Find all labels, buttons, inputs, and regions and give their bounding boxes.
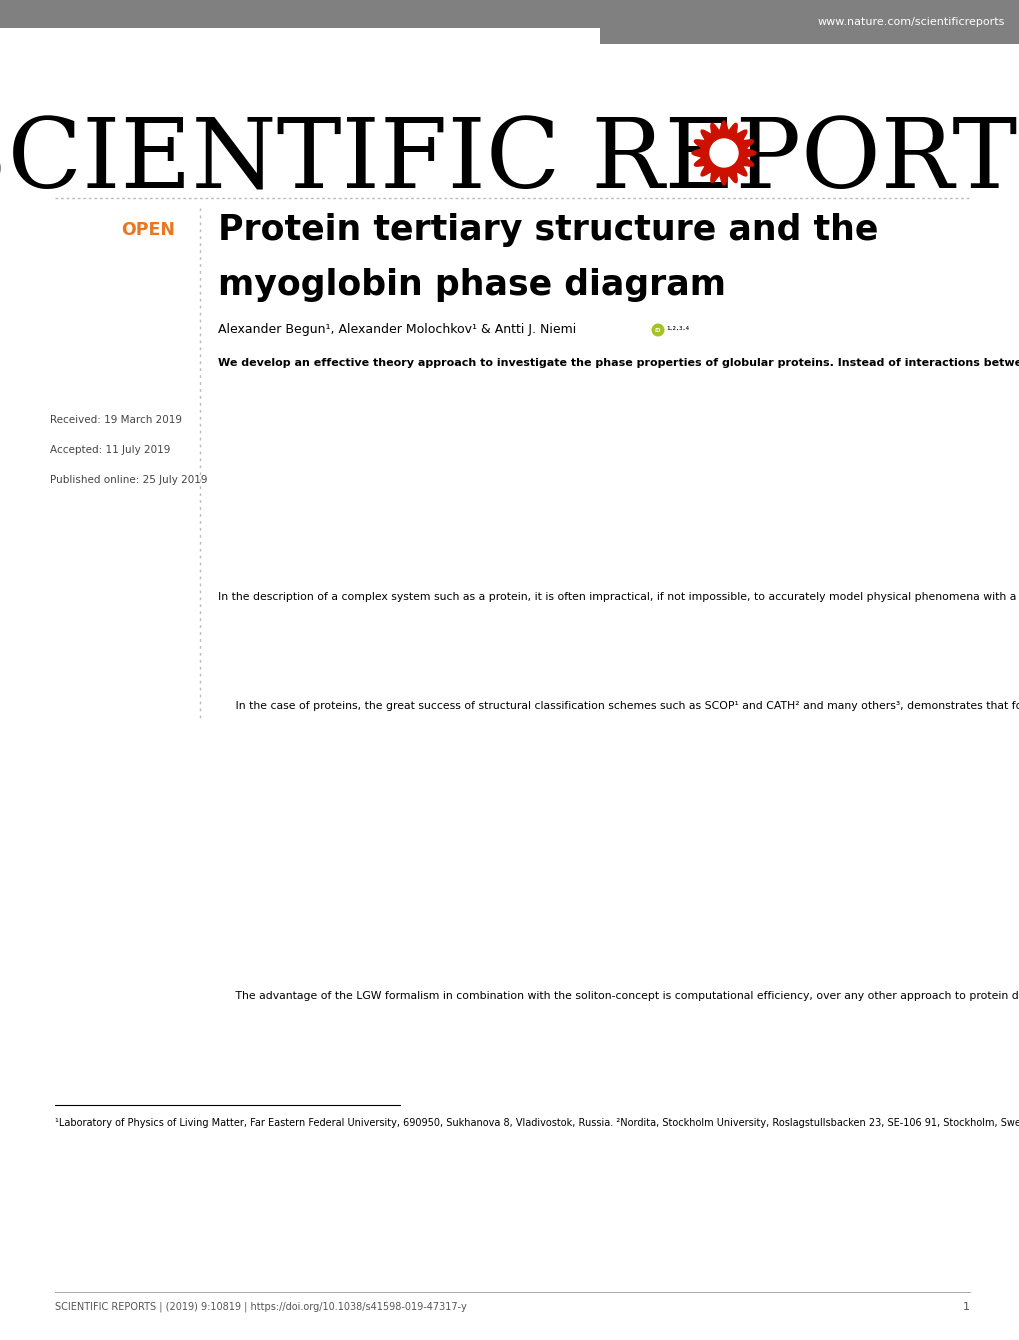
- Text: The advantage of the LGW formalism in combination with the soliton-concept is co: The advantage of the LGW formalism in co…: [218, 990, 1019, 1001]
- Text: In the case of proteins, the great success of structural classification schemes : In the case of proteins, the great succe…: [218, 699, 1019, 710]
- Text: SCIENTIFIC REPORTS | (2019) 9:10819 | https://doi.org/10.1038/s41598-019-47317-y: SCIENTIFIC REPORTS | (2019) 9:10819 | ht…: [55, 1301, 467, 1312]
- Text: OPEN: OPEN: [121, 221, 175, 239]
- Text: Received: 19 March 2019: Received: 19 March 2019: [50, 415, 181, 425]
- Polygon shape: [691, 121, 755, 185]
- Bar: [0, 0, 1019, 28]
- Text: Published online: 25 July 2019: Published online: 25 July 2019: [50, 474, 207, 485]
- Text: SCIENTIFIC REPORTS: SCIENTIFIC REPORTS: [0, 115, 1019, 209]
- Text: We develop an effective theory approach to investigate the phase properties of g: We develop an effective theory approach …: [218, 358, 1019, 369]
- Circle shape: [709, 139, 738, 168]
- Text: 1: 1: [962, 1302, 969, 1312]
- Text: ¹Laboratory of Physics of Living Matter, Far Eastern Federal University, 690950,: ¹Laboratory of Physics of Living Matter,…: [55, 1118, 1019, 1128]
- Text: In the description of a complex system such as a protein, it is often impractica: In the description of a complex system s…: [218, 592, 1019, 602]
- Text: myoglobin phase diagram: myoglobin phase diagram: [218, 268, 726, 302]
- Text: ¹⋅²⋅³⋅⁴: ¹⋅²⋅³⋅⁴: [665, 326, 689, 335]
- Text: Protein tertiary structure and the: Protein tertiary structure and the: [218, 213, 877, 247]
- Text: www.nature.com/scientificreports: www.nature.com/scientificreports: [817, 17, 1004, 27]
- Bar: [599, 0, 1019, 44]
- Text: Alexander Begun¹, Alexander Molochkov¹ & Antti J. Niemi: Alexander Begun¹, Alexander Molochkov¹ &…: [218, 323, 576, 336]
- Text: Accepted: 11 July 2019: Accepted: 11 July 2019: [50, 445, 170, 456]
- Circle shape: [651, 323, 663, 336]
- Text: iD: iD: [654, 327, 660, 332]
